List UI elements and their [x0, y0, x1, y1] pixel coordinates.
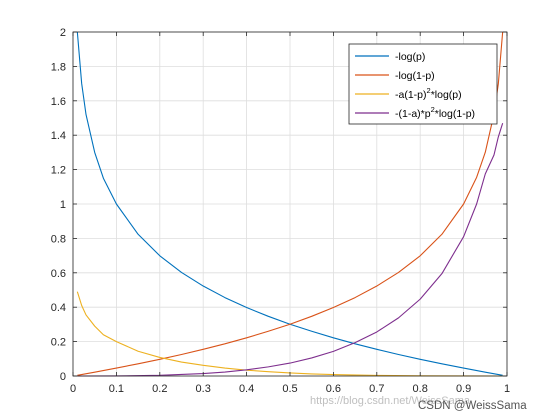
x-tick-label: 0.2: [152, 383, 167, 395]
x-tick-label: 0.3: [196, 383, 211, 395]
watermark-credit: CSDN @WeissSama: [418, 400, 527, 412]
series-line-1: [76, 31, 503, 376]
x-tick-label: 0: [70, 383, 76, 395]
legend: -log(p) -log(1-p) -a(1-p)2*log(p) -(1-a)*p2…: [348, 43, 498, 125]
legend-box: [348, 43, 498, 125]
legend-label: -log(1-p): [395, 70, 435, 82]
legend-label: -(1-a)*p2*log(1-p): [395, 105, 475, 120]
y-tick-label: 0.8: [51, 233, 66, 245]
x-tick-label: 0.4: [239, 383, 254, 395]
series-line-2: [77, 31, 504, 376]
tick-marks: [72, 31, 508, 377]
legend-label: -a(1-p)2*log(p): [395, 86, 462, 101]
x-tick-label: 0.8: [413, 383, 428, 395]
series-line-3: [76, 291, 503, 377]
x-tick-label: 0.7: [369, 383, 384, 395]
series-line-4: [77, 122, 504, 377]
y-tick-label: 1: [60, 199, 66, 211]
y-tick-labels: 0 0.2 0.4 0.6 0.8 1 1.2 1.4 1.6 1.8 2: [51, 27, 66, 383]
y-tick-label: 1.2: [51, 165, 66, 177]
y-tick-label: 1.4: [51, 130, 66, 142]
x-tick-label: 0.5: [282, 383, 297, 395]
y-tick-label: 0.6: [51, 268, 66, 280]
watermark-url: https://blog.csdn.net/WeissSama: [310, 395, 471, 407]
x-tick-label: 0.1: [109, 383, 124, 395]
y-tick-label: 2: [60, 27, 66, 39]
y-tick-label: 0.4: [51, 302, 66, 314]
y-tick-label: 1.6: [51, 96, 66, 108]
x-tick-label: 0.6: [326, 383, 341, 395]
x-tick-labels: 0 0.1 0.2 0.3 0.4 0.5 0.6 0.7 0.8 0.9 1: [70, 383, 510, 395]
y-tick-label: 0.2: [51, 337, 66, 349]
x-tick-label: 1: [504, 383, 510, 395]
y-tick-label: 0: [60, 371, 66, 383]
series-lines: [76, 31, 504, 377]
legend-label: -log(p): [395, 51, 425, 63]
y-tick-label: 1.8: [51, 61, 66, 73]
x-tick-label: 0.9: [456, 383, 471, 395]
